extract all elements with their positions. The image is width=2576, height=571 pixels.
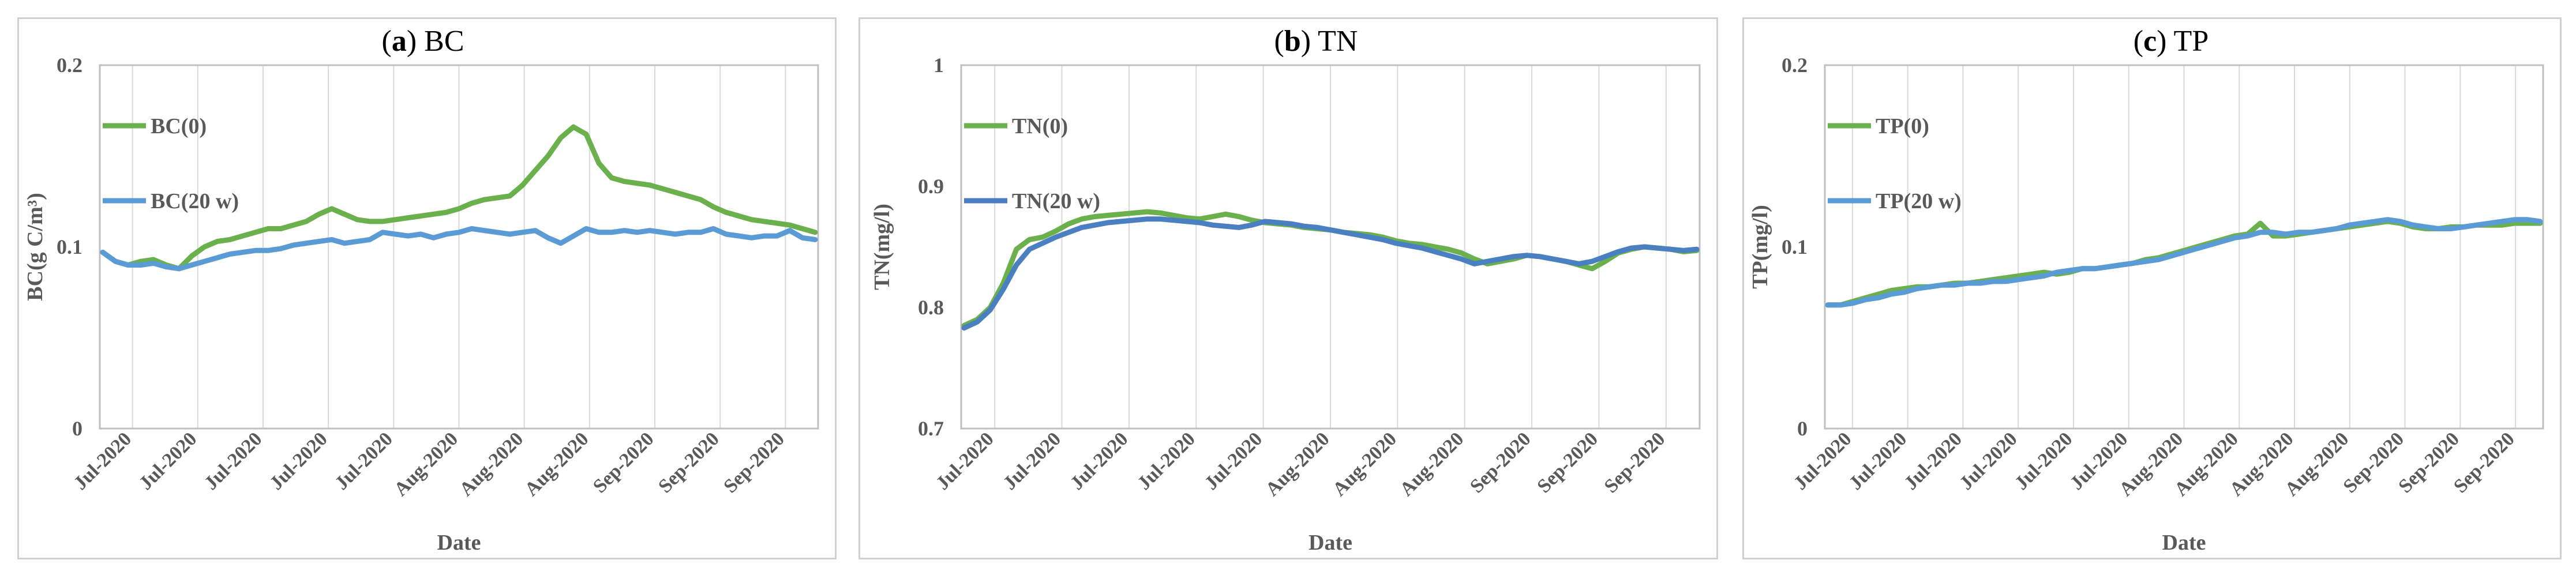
y-tick-label: 0 bbox=[72, 417, 83, 440]
x-tick-label: Sep-2020 bbox=[2450, 428, 2519, 497]
x-tick-label: Sep-2020 bbox=[654, 428, 723, 497]
legend-label: TN(20 w) bbox=[1012, 189, 1100, 213]
x-tick-label: Jul-2020 bbox=[331, 428, 397, 494]
x-tick-label: Sep-2020 bbox=[1466, 428, 1535, 497]
legend-label: TP(20 w) bbox=[1876, 189, 1962, 213]
chart-title: (a) BC bbox=[381, 25, 464, 58]
y-tick-label: 0.1 bbox=[57, 235, 83, 258]
x-tick-label: Aug-2020 bbox=[1329, 428, 1401, 500]
x-tick-label: Sep-2020 bbox=[1600, 428, 1670, 497]
legend-label: TP(0) bbox=[1876, 114, 1929, 138]
x-tick-label: Jul-2020 bbox=[999, 428, 1065, 494]
y-axis-label: TN(mg/l) bbox=[870, 204, 894, 290]
x-tick-label: Jul-2020 bbox=[1845, 428, 1911, 494]
chart-panel-tp: (c) TP Jul-2020 Jul-2020 Jul-2020 Jul-2020 Ju… bbox=[1742, 17, 2562, 559]
y-tick-label: 0.2 bbox=[1782, 54, 1808, 77]
x-tick-label: Sep-2020 bbox=[2339, 428, 2409, 497]
x-tick-label: Sep-2020 bbox=[1533, 428, 1602, 497]
panel-letter: b bbox=[1284, 25, 1301, 58]
chart-bc: (a) BCJul-2020Jul-2020Jul-2020Jul-2020Ju… bbox=[23, 25, 819, 555]
legend-label: BC(0) bbox=[151, 114, 207, 138]
y-axis-label: BC(g C/m³) bbox=[23, 193, 47, 301]
y-tick-label: 1 bbox=[933, 54, 944, 77]
x-tick-label: Aug-2020 bbox=[521, 428, 593, 500]
y-tick-label: 0.8 bbox=[918, 296, 944, 319]
chart-tp: (c) TPJul-2020Jul-2020Jul-2020Jul-2020Ju… bbox=[1748, 25, 2544, 555]
x-tick-label: Jul-2020 bbox=[265, 428, 331, 494]
y-tick-label: 0.9 bbox=[918, 175, 944, 198]
x-tick-label: Jul-2020 bbox=[1956, 428, 2022, 494]
plot-frame bbox=[1824, 64, 2544, 430]
chart-title: (c) TP bbox=[2133, 25, 2208, 58]
plot-frame bbox=[99, 64, 819, 430]
y-tick-label: 0.7 bbox=[918, 417, 944, 440]
series-line-1 bbox=[961, 216, 1700, 331]
y-axis-label: TP(mg/l) bbox=[1748, 205, 1772, 289]
panel-letter: a bbox=[392, 25, 407, 58]
series-line-1 bbox=[100, 226, 818, 272]
x-tick-label: Aug-2020 bbox=[455, 428, 527, 500]
x-tick-label: Sep-2020 bbox=[2394, 428, 2463, 497]
y-tick-label: 0.2 bbox=[57, 54, 83, 77]
series-line-1 bbox=[1825, 217, 2543, 308]
x-tick-label: Jul-2020 bbox=[1900, 428, 1966, 494]
panel-letter: c bbox=[2143, 25, 2157, 58]
x-axis-label: Date bbox=[437, 531, 481, 555]
y-tick-label: 0.1 bbox=[1782, 235, 1808, 258]
x-tick-label: Jul-2020 bbox=[1201, 428, 1266, 494]
x-tick-label: Aug-2020 bbox=[1396, 428, 1468, 500]
x-axis-label: Date bbox=[1308, 531, 1352, 555]
legend-label: TN(0) bbox=[1012, 114, 1068, 138]
x-tick-label: Aug-2020 bbox=[1262, 428, 1334, 500]
plot-frame bbox=[960, 64, 1701, 430]
x-tick-label: Jul-2020 bbox=[200, 428, 266, 494]
x-tick-label: Sep-2020 bbox=[589, 428, 658, 497]
series-line-0 bbox=[100, 124, 818, 272]
x-tick-label: Jul-2020 bbox=[135, 428, 201, 494]
legend-label: BC(20 w) bbox=[151, 189, 239, 213]
x-tick-label: Jul-2020 bbox=[2011, 428, 2076, 494]
x-tick-label: Sep-2020 bbox=[719, 428, 789, 497]
chart-title: (b) TN bbox=[1274, 25, 1358, 58]
chart-panel-tn: (b) TN Jul-2020 Jul-2020 Jul-2020 Jul-2020 Ju… bbox=[858, 17, 1718, 559]
chart-panel-bc: (a) BC Jul-2020 Jul-2020 Jul-2020 Jul-2020 Ju… bbox=[17, 17, 837, 559]
y-tick-label: 0 bbox=[1797, 417, 1808, 440]
x-tick-label: Jul-2020 bbox=[1066, 428, 1132, 494]
x-tick-label: Jul-2020 bbox=[1134, 428, 1199, 494]
x-axis-label: Date bbox=[2162, 531, 2206, 555]
x-tick-label: Aug-2020 bbox=[390, 428, 462, 500]
